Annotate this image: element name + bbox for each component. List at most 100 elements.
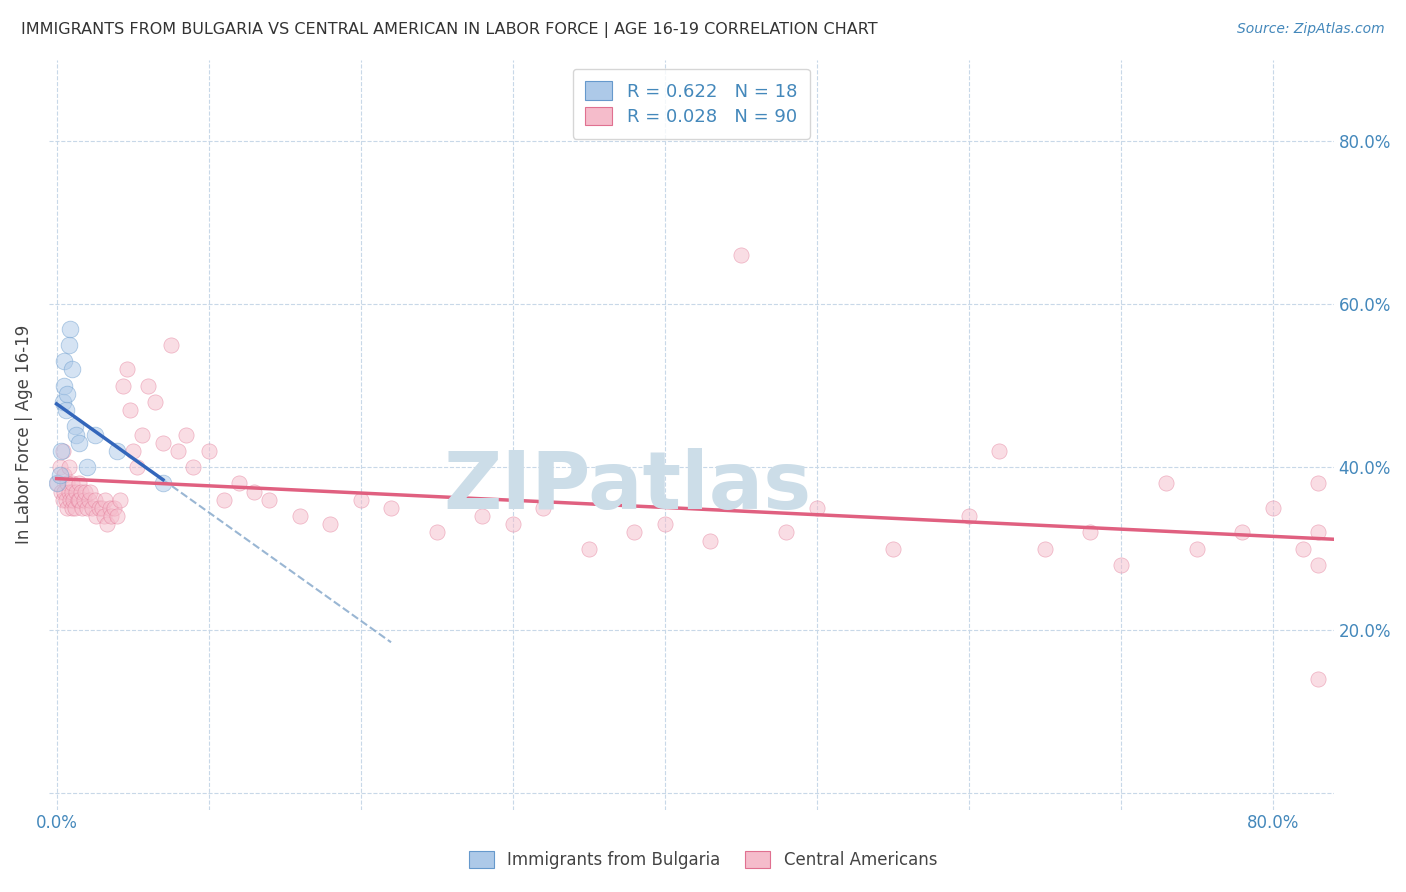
Point — [83, 492, 105, 507]
Point — [93, 509, 115, 524]
Point — [121, 443, 143, 458]
Point — [1033, 541, 1056, 556]
Point — [174, 427, 197, 442]
Point — [110, 492, 132, 507]
Point — [988, 443, 1011, 458]
Point — [53, 468, 76, 483]
Point — [1292, 541, 1315, 556]
Point — [96, 517, 118, 532]
Point — [60, 362, 83, 376]
Point — [72, 500, 94, 515]
Point — [1308, 476, 1330, 491]
Point — [167, 443, 190, 458]
Point — [58, 460, 80, 475]
Legend: R = 0.622   N = 18, R = 0.028   N = 90: R = 0.622 N = 18, R = 0.028 N = 90 — [572, 69, 810, 139]
Point — [471, 509, 494, 524]
Point — [1308, 672, 1330, 686]
Point — [127, 460, 149, 475]
Point — [1156, 476, 1178, 491]
Point — [1261, 500, 1284, 515]
Point — [957, 509, 980, 524]
Point — [578, 541, 600, 556]
Point — [60, 484, 83, 499]
Point — [59, 321, 82, 335]
Point — [65, 427, 87, 442]
Point — [531, 500, 554, 515]
Point — [65, 484, 87, 499]
Point — [152, 476, 174, 491]
Point — [73, 492, 96, 507]
Point — [212, 492, 235, 507]
Point — [1308, 525, 1330, 540]
Point — [53, 354, 76, 368]
Point — [75, 484, 97, 499]
Point — [105, 443, 128, 458]
Point — [58, 484, 80, 499]
Point — [259, 492, 281, 507]
Point — [1185, 541, 1208, 556]
Legend: Immigrants from Bulgaria, Central Americans: Immigrants from Bulgaria, Central Americ… — [458, 841, 948, 880]
Point — [52, 443, 75, 458]
Point — [67, 492, 90, 507]
Point — [1308, 558, 1330, 572]
Point — [84, 509, 107, 524]
Point — [62, 492, 84, 507]
Point — [426, 525, 449, 540]
Point — [70, 484, 93, 499]
Point — [80, 500, 103, 515]
Point — [699, 533, 721, 548]
Point — [52, 395, 75, 409]
Point — [380, 500, 402, 515]
Point — [79, 484, 101, 499]
Point — [349, 492, 371, 507]
Text: ZIPatlas: ZIPatlas — [443, 448, 811, 526]
Point — [76, 500, 98, 515]
Point — [49, 443, 72, 458]
Point — [288, 509, 311, 524]
Text: IMMIGRANTS FROM BULGARIA VS CENTRAL AMERICAN IN LABOR FORCE | AGE 16-19 CORRELAT: IMMIGRANTS FROM BULGARIA VS CENTRAL AMER… — [21, 22, 877, 38]
Point — [502, 517, 524, 532]
Point — [49, 484, 72, 499]
Point — [53, 484, 76, 499]
Point — [55, 403, 77, 417]
Point — [806, 500, 828, 515]
Point — [623, 525, 645, 540]
Point — [91, 500, 114, 515]
Point — [94, 492, 117, 507]
Point — [654, 517, 676, 532]
Point — [56, 500, 79, 515]
Point — [115, 362, 138, 376]
Point — [197, 443, 219, 458]
Point — [183, 460, 205, 475]
Point — [730, 248, 752, 262]
Point — [319, 517, 342, 532]
Point — [56, 476, 79, 491]
Point — [67, 435, 90, 450]
Point — [45, 476, 67, 491]
Point — [243, 484, 266, 499]
Point — [105, 509, 128, 524]
Point — [63, 500, 86, 515]
Point — [112, 378, 135, 392]
Point — [60, 476, 83, 491]
Point — [228, 476, 250, 491]
Point — [1109, 558, 1132, 572]
Point — [775, 525, 797, 540]
Point — [882, 541, 904, 556]
Point — [56, 386, 79, 401]
Point — [67, 476, 90, 491]
Point — [89, 500, 111, 515]
Point — [53, 378, 76, 392]
Point — [145, 395, 167, 409]
Point — [100, 509, 122, 524]
Point — [55, 492, 77, 507]
Point — [98, 500, 121, 515]
Point — [60, 500, 83, 515]
Point — [159, 338, 181, 352]
Point — [45, 476, 67, 491]
Point — [59, 492, 82, 507]
Point — [83, 427, 105, 442]
Point — [76, 460, 98, 475]
Point — [48, 460, 70, 475]
Point — [136, 378, 159, 392]
